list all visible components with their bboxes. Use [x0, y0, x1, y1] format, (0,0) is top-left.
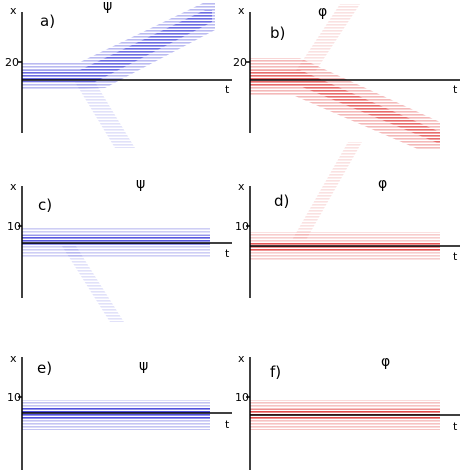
- density-core: [22, 235, 210, 245]
- density-branch: [75, 82, 135, 148]
- axis-label: x: [238, 352, 245, 365]
- density-branch: [292, 142, 362, 240]
- axis-label: x: [10, 180, 17, 193]
- density-core: [250, 70, 440, 144]
- axes: [249, 186, 460, 298]
- tick-label: 10: [7, 220, 21, 233]
- tick-label: 10: [7, 391, 21, 404]
- density-branch: [295, 4, 360, 72]
- panel-label: a): [40, 12, 55, 30]
- field-symbol: ψ: [136, 176, 145, 192]
- tick-label: 20: [5, 56, 19, 69]
- axis-label: x: [10, 352, 17, 365]
- axes: [249, 357, 460, 470]
- axis-label: t: [225, 247, 230, 260]
- density-core: [250, 243, 440, 252]
- panel-c: x 10 t c) ψ: [7, 176, 232, 322]
- panel-d: x 10 t d) φ: [235, 142, 460, 298]
- axis-label: t: [225, 83, 230, 96]
- field-symbol: ψ: [139, 358, 148, 374]
- axis-label: t: [225, 418, 230, 431]
- panel-label: d): [274, 192, 289, 210]
- density-branch: [62, 246, 124, 322]
- axis-label: x: [10, 4, 17, 17]
- tick-label: 10: [235, 391, 249, 404]
- panel-label: e): [37, 359, 52, 377]
- axis-label: x: [238, 4, 245, 17]
- density-core: [22, 408, 210, 420]
- axis-label: t: [453, 250, 458, 263]
- axes: [21, 12, 232, 133]
- axis-label: x: [238, 180, 245, 193]
- field-symbol: φ: [378, 176, 387, 192]
- panel-f: x 10 t f) φ: [235, 352, 460, 470]
- panel-label: f): [270, 363, 281, 381]
- field-symbol: φ: [318, 4, 327, 20]
- panel-b: x 20 t b) φ: [233, 4, 460, 150]
- axis-label: t: [453, 420, 458, 433]
- axes: [21, 186, 232, 298]
- panel-a: x 20 t a) ψ: [5, 0, 232, 148]
- density-core: [22, 10, 212, 82]
- field-symbol: φ: [381, 354, 390, 370]
- tick-label: 10: [235, 220, 249, 233]
- axes: [21, 357, 232, 470]
- axis-label: t: [453, 83, 458, 96]
- density: [22, 2, 215, 90]
- panel-label: b): [270, 24, 285, 42]
- axes: [249, 12, 460, 133]
- tick-label: 20: [233, 56, 247, 69]
- panel-label: c): [38, 196, 52, 214]
- field-symbol: ψ: [103, 0, 112, 14]
- panel-e: x 10 t e) ψ: [7, 352, 232, 470]
